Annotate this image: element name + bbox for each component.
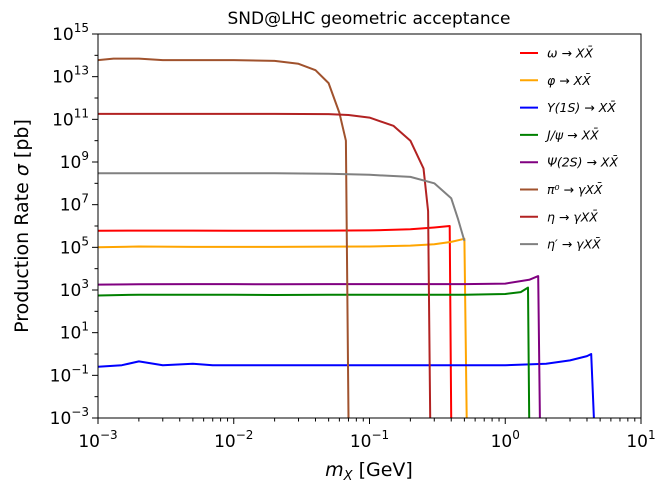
x-tick-label-2: 10−1 bbox=[350, 428, 389, 452]
y-tick-label-4: 105 bbox=[60, 234, 89, 258]
series-layer bbox=[98, 57, 595, 418]
series-line-3 bbox=[98, 286, 531, 418]
legend-label-7: η′ → γXX̄ bbox=[547, 237, 601, 252]
legend-label-1: φ → XX̄ bbox=[547, 73, 591, 88]
y-tick-label-2: 101 bbox=[60, 320, 89, 344]
x-tick-label-1: 10−2 bbox=[214, 428, 253, 452]
legend-label-2: Υ(1S) → XX̄ bbox=[547, 100, 616, 115]
series-line-7 bbox=[98, 172, 466, 242]
y-tick-label-8: 1013 bbox=[52, 64, 89, 88]
x-tick-label-4: 101 bbox=[626, 428, 655, 452]
y-tick-label-0: 10−3 bbox=[50, 405, 89, 429]
y-tick-label-7: 1011 bbox=[52, 106, 89, 130]
series-line-6 bbox=[98, 112, 432, 418]
series-line-5 bbox=[98, 57, 350, 418]
x-axis-label: mX [GeV] bbox=[325, 459, 413, 484]
x-tick-label-3: 100 bbox=[491, 428, 520, 452]
y-tick-label-1: 10−1 bbox=[50, 362, 89, 386]
series-line-4 bbox=[98, 275, 541, 418]
x-tick-label-0: 10−3 bbox=[78, 428, 117, 452]
y-axis-label: Production Rate σ [pb] bbox=[11, 119, 33, 333]
y-tick-label-5: 107 bbox=[60, 192, 89, 216]
legend-label-6: η → γXX̄ bbox=[547, 209, 598, 224]
series-line-1 bbox=[98, 237, 468, 418]
ticks-layer: 10−3 10−2 10−1 100 101 10−3 10−1 101 103 105 107 10… bbox=[50, 21, 656, 452]
plot-frame bbox=[97, 33, 642, 419]
series-line-2 bbox=[98, 353, 595, 418]
legend-label-5: π⁰ → γXX̄ bbox=[547, 182, 603, 197]
legend-label-4: Ψ(2S) → XX̄ bbox=[547, 155, 618, 170]
chart-title: SND@LHC geometric acceptance bbox=[228, 9, 511, 29]
y-tick-label-9: 1015 bbox=[52, 21, 89, 45]
series-line-0 bbox=[98, 225, 453, 418]
legend-label-3: J/ψ → XX̄ bbox=[544, 127, 599, 142]
legend-label-0: ω → XX̄ bbox=[547, 46, 593, 61]
y-tick-label-3: 103 bbox=[60, 277, 89, 301]
legend: ω → XX̄ φ → XX̄ Υ(1S) → XX̄ J/ψ → XX̄ Ψ(2S) … bbox=[520, 46, 618, 252]
y-tick-label-6: 109 bbox=[60, 149, 89, 173]
